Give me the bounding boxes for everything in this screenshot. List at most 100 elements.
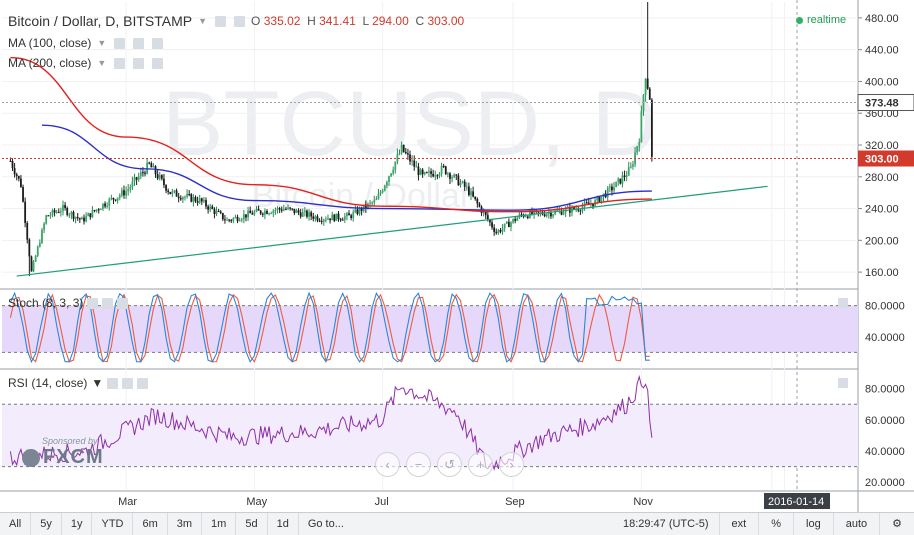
auto-toggle[interactable]: auto (832, 512, 879, 535)
candle-body (627, 167, 630, 176)
range-5d-button[interactable]: 5d (236, 512, 268, 535)
candle-body (360, 208, 363, 212)
y-tick-label: 280.00 (865, 172, 899, 184)
candle-body (38, 243, 41, 247)
candle-body (543, 214, 546, 217)
stoch-legend[interactable]: Stoch (8, 3, 3) (8, 296, 129, 310)
x-tick-label: Sep (505, 496, 525, 508)
zoom-out-icon[interactable]: − (406, 452, 431, 477)
candle-body (459, 182, 462, 186)
reset-icon[interactable]: ↺ (437, 452, 462, 477)
candle-body (144, 172, 146, 174)
candle-body (34, 255, 37, 262)
candle-body (57, 211, 60, 213)
chevron-down-icon[interactable]: ▼ (97, 58, 107, 68)
symbol-title[interactable]: Bitcoin / Dollar, D, BITSTAMP (8, 13, 193, 29)
candle-body (175, 190, 178, 197)
range-all-button[interactable]: All (0, 512, 32, 535)
ext-toggle[interactable]: ext (718, 512, 759, 535)
range-6m-button[interactable]: 6m (133, 512, 168, 535)
candle-body (287, 207, 289, 210)
settings-icon[interactable] (133, 57, 145, 69)
chevron-down-icon[interactable]: ▼ (91, 376, 104, 390)
candle-body (291, 208, 294, 210)
candle-body (171, 191, 174, 195)
percent-toggle[interactable]: % (758, 512, 793, 535)
close-icon[interactable] (152, 37, 164, 49)
candle-body (112, 197, 115, 200)
stoch-label: Stoch (8, 3, 3) (8, 296, 84, 310)
candle-body (268, 213, 271, 215)
candle-body (613, 187, 615, 191)
candle-body (78, 218, 81, 220)
range-5y-button[interactable]: 5y (31, 512, 62, 535)
candle-body (62, 204, 64, 212)
log-toggle[interactable]: log (793, 512, 833, 535)
candle-body (167, 190, 170, 192)
rsi-tick-label: 60.0000 (865, 415, 905, 427)
candle-body (320, 221, 323, 223)
sponsor-logo[interactable]: Sponsored by FXCM (22, 436, 104, 469)
y-tick-label: 360.00 (865, 108, 899, 120)
eye-icon[interactable] (107, 377, 119, 389)
candle-body (245, 214, 247, 218)
candle-body (249, 210, 252, 214)
candle-body (217, 210, 220, 212)
scroll-left-icon[interactable]: ‹ (375, 452, 400, 477)
candle-body (343, 216, 346, 220)
candle-body (442, 165, 445, 167)
candle-body (371, 202, 374, 204)
zoom-in-icon[interactable]: + (468, 452, 493, 477)
candle-body (285, 208, 287, 210)
candle-body (636, 146, 639, 153)
eye-icon[interactable] (114, 37, 126, 49)
settings-icon[interactable] (234, 15, 246, 27)
candle-body (482, 211, 485, 214)
candle-body (95, 209, 98, 211)
close-icon[interactable] (117, 297, 129, 309)
candle-body (263, 210, 266, 215)
chevron-down-icon[interactable]: ▼ (198, 16, 208, 26)
pane-maximize-icon[interactable] (838, 298, 848, 308)
range-3m-button[interactable]: 3m (168, 512, 203, 535)
candle-body (465, 186, 468, 188)
settings-icon[interactable] (102, 297, 114, 309)
close-icon[interactable] (152, 57, 164, 69)
candle-body (213, 208, 216, 215)
settings-icon[interactable] (133, 37, 145, 49)
settings-icon[interactable] (122, 377, 134, 389)
candle-body (247, 210, 249, 218)
candle-body (49, 215, 52, 217)
range-ytd-button[interactable]: YTD (92, 512, 134, 535)
range-1d-button[interactable]: 1d (268, 512, 299, 535)
candle-body (270, 213, 273, 215)
rsi-legend[interactable]: RSI (14, close) ▼ (8, 376, 149, 390)
candle-body (611, 186, 613, 191)
eye-icon[interactable] (215, 15, 227, 27)
eye-icon[interactable] (114, 57, 126, 69)
ma100-line (41, 124, 652, 211)
ma100-legend[interactable]: MA (100, close) ▼ (8, 36, 164, 50)
gear-icon[interactable]: ⚙ (879, 512, 914, 535)
candle-body (619, 178, 622, 184)
candle-body (404, 151, 407, 154)
candle-body (68, 214, 71, 216)
candle-body (617, 178, 620, 182)
eye-icon[interactable] (87, 297, 99, 309)
range-1y-button[interactable]: 1y (62, 512, 93, 535)
candle-body (409, 154, 411, 162)
chevron-down-icon[interactable]: ▼ (97, 38, 107, 48)
candle-body (120, 190, 123, 196)
range-1m-button[interactable]: 1m (202, 512, 237, 535)
goto-button[interactable]: Go to... (307, 517, 344, 530)
pane-maximize-icon[interactable] (838, 378, 848, 388)
scroll-right-icon[interactable]: › (499, 452, 524, 477)
candle-body (419, 169, 422, 175)
candle-body (200, 198, 203, 202)
candle-body (461, 181, 464, 183)
candle-body (491, 222, 493, 228)
ma200-legend[interactable]: MA (200, close) ▼ (8, 56, 164, 70)
close-icon[interactable] (137, 377, 149, 389)
candle-body (503, 223, 506, 229)
